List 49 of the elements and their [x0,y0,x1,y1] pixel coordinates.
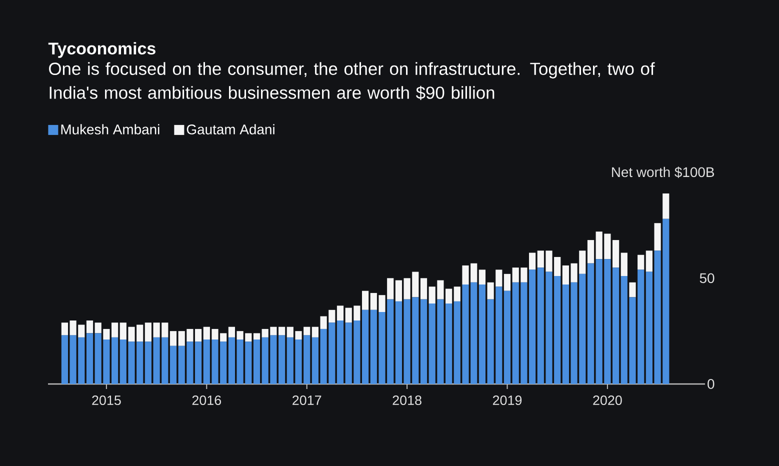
bar [620,252,628,276]
y-tick-label: Net worth $100B [612,166,714,178]
bar [336,320,344,384]
bar [312,326,318,338]
bar [86,320,94,334]
bar [454,286,460,302]
bar [395,301,402,384]
bar [504,290,511,384]
bar [587,263,594,384]
bar [654,223,661,251]
bar [228,337,235,384]
bar [587,240,594,264]
bar [253,333,260,340]
y-tick-label: 50 [700,273,714,284]
bar [420,299,428,384]
bar [86,333,94,384]
bar [253,340,260,384]
bar [336,306,344,320]
bar [170,331,177,346]
bar [144,342,152,384]
x-tick-label: 2016 [192,396,222,406]
bar [420,278,428,300]
bar [646,272,652,384]
legend-label: Gautam Adani [186,124,274,134]
bar [61,322,68,336]
bar [61,335,68,384]
x-tick-label: 2020 [593,396,622,406]
chart-subtitle: One is focused on the consumer, the other on infrastructure. Together, two of India's most ambitious businessmen are worth $90 billion [49,62,655,100]
bar [646,250,652,272]
legend-label: Mukesh Ambani [61,124,160,134]
bar [478,270,486,284]
x-tick-label: 2015 [92,396,121,406]
bar [144,322,152,342]
bar [170,346,177,384]
x-tick-label: 2019 [492,396,522,406]
bar [504,274,511,291]
bar [562,284,569,384]
bar [662,193,670,219]
x-tick-label: 2017 [292,396,322,406]
bar [629,282,636,298]
bar [638,254,644,270]
bar [312,337,318,384]
chart-title: Tycoonomics [48,42,156,58]
bar [562,265,569,284]
bar [395,280,402,302]
x-tick-label: 2018 [392,396,422,406]
bar [228,326,235,338]
bar [478,284,486,384]
y-tick-label: 0 [708,379,714,389]
